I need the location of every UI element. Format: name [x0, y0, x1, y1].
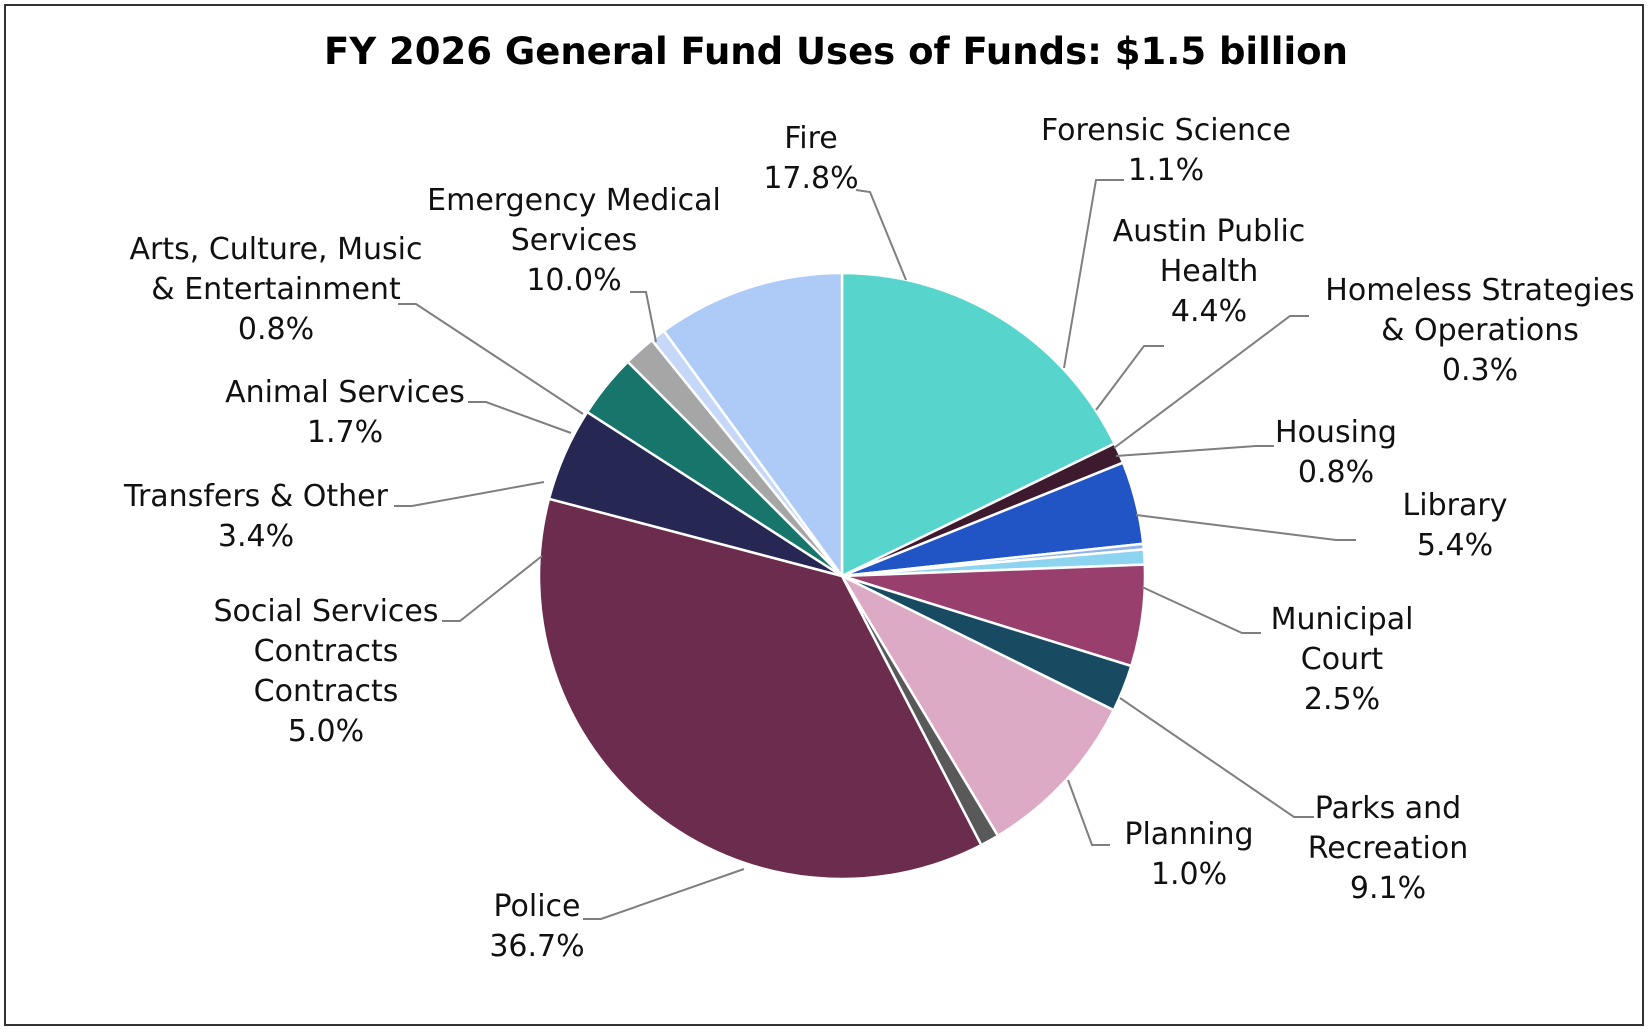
slice-percent: 0.3%: [1442, 353, 1518, 388]
slice-percent: 1.1%: [1128, 153, 1204, 188]
slice-name-line: & Entertainment: [151, 272, 401, 307]
slice-name-line: Municipal: [1271, 602, 1414, 637]
slice-label: Austin Public Health 4.4%: [1113, 214, 1306, 329]
leader-line: [583, 868, 745, 920]
slice-name-line: Social Services: [214, 594, 439, 629]
chart-frame: FY 2026 General Fund Uses of Funds: $1.5…: [4, 4, 1644, 1026]
slice-label: Forensic Science 1.1%: [1041, 113, 1291, 188]
slice-label: Housing 0.8%: [1275, 415, 1397, 490]
slice-name-line: Animal Services: [225, 375, 465, 410]
slice-name-line: Services: [511, 223, 638, 258]
slice-label: Social Services Contracts Contracts 5.0%: [214, 594, 439, 749]
slice-percent: 1.7%: [307, 415, 383, 450]
leader-line: [630, 291, 657, 343]
slice-label: Municipal Court 2.5%: [1271, 602, 1414, 717]
slice-percent: 5.0%: [288, 714, 364, 749]
slice-name-line: Planning: [1124, 817, 1253, 852]
slice-percent: 9.1%: [1350, 871, 1426, 906]
slice-name-line: Fire: [784, 121, 838, 156]
pie-slice-police: [537, 497, 983, 881]
pie-slice-parks-and-recreation: [840, 574, 1115, 838]
slice-label: Homeless Strategies & Operations 0.3%: [1325, 273, 1634, 388]
slice-name-line: & Operations: [1381, 313, 1579, 348]
slice-name-line: Recreation: [1308, 831, 1468, 866]
leader-line: [855, 189, 907, 281]
leader-line: [1067, 779, 1110, 846]
pie-slice-fire: [840, 271, 1116, 578]
pie-slices: [537, 271, 1147, 881]
slice-percent: 17.8%: [763, 161, 858, 196]
slice-label: Animal Services 1.7%: [225, 375, 465, 450]
slice-percent: 1.0%: [1151, 857, 1227, 892]
slice-name-line: Police: [494, 889, 581, 924]
slice-name-line: Health: [1160, 254, 1259, 289]
slice-percent: 5.4%: [1417, 528, 1493, 563]
slice-percent: 4.4%: [1171, 294, 1247, 329]
leader-line: [398, 303, 584, 415]
chart-title: FY 2026 General Fund Uses of Funds: $1.5…: [324, 30, 1348, 73]
pie-chart: FY 2026 General Fund Uses of Funds: $1.5…: [123, 30, 1635, 964]
leader-line: [1135, 514, 1356, 541]
leader-line: [1113, 315, 1309, 449]
slice-name-line: Housing: [1275, 415, 1397, 450]
slice-name-line: Transfers & Other: [123, 479, 389, 514]
slice-label: Emergency Medical Services 10.0%: [427, 183, 721, 298]
slice-label: Parks and Recreation 9.1%: [1308, 791, 1468, 906]
slice-name-line: Court: [1301, 642, 1384, 677]
slice-label: Fire 17.8%: [763, 121, 858, 196]
leader-lines: [394, 179, 1356, 920]
slice-label: Arts, Culture, Music & Entertainment 0.8%: [130, 232, 423, 347]
slice-labels: Fire 17.8% Forensic Science 1.1% Austin Publ…: [123, 113, 1635, 964]
slice-label: Library 5.4%: [1403, 488, 1508, 563]
leader-line: [1141, 586, 1261, 634]
slice-name-line: Contracts: [254, 634, 399, 669]
slice-percent: 2.5%: [1304, 682, 1380, 717]
leader-line: [1063, 179, 1124, 369]
slice-name-line: Arts, Culture, Music: [130, 232, 423, 267]
slice-name-line: Contracts: [254, 674, 399, 709]
slice-label: Transfers & Other 3.4%: [123, 479, 389, 554]
leader-line: [468, 401, 572, 434]
slice-name-line: Library: [1403, 488, 1508, 523]
pie-slice-emergency-medical-services: [662, 271, 844, 578]
leader-line: [1095, 345, 1164, 411]
slice-percent: 0.8%: [238, 312, 314, 347]
slice-percent: 10.0%: [526, 263, 621, 298]
slice-percent: 36.7%: [489, 929, 584, 964]
slice-label: Police 36.7%: [489, 889, 584, 964]
slice-name-line: Emergency Medical: [427, 183, 721, 218]
leader-line: [1119, 697, 1314, 818]
slice-name-line: Parks and: [1315, 791, 1461, 826]
slice-name-line: Forensic Science: [1041, 113, 1291, 148]
leader-line: [394, 481, 545, 507]
slice-name-line: Austin Public: [1113, 214, 1306, 249]
leader-line: [1115, 445, 1274, 457]
leader-line: [442, 555, 543, 622]
slice-percent: 0.8%: [1298, 455, 1374, 490]
slice-name-line: Homeless Strategies: [1325, 273, 1634, 308]
slice-label: Planning 1.0%: [1124, 817, 1253, 892]
slice-percent: 3.4%: [218, 519, 294, 554]
